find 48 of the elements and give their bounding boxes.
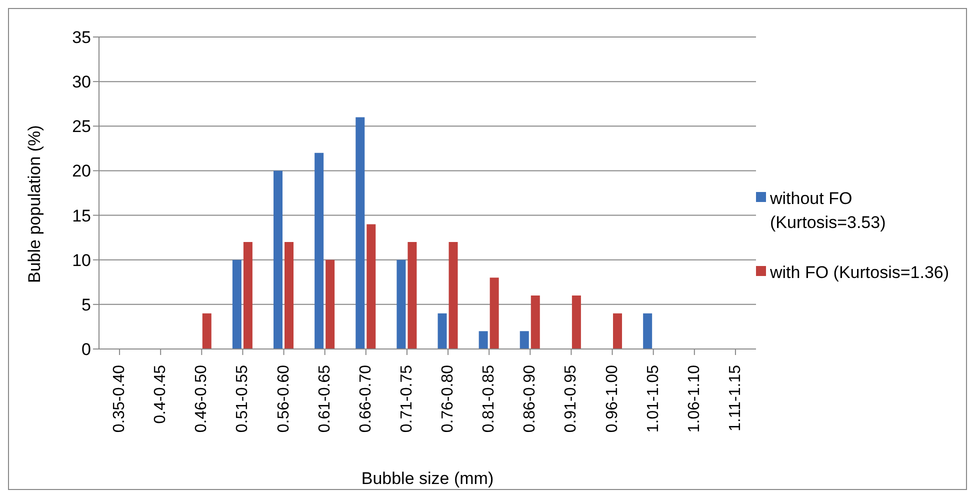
x-tick-label: 0.71-0.75	[398, 364, 416, 433]
x-tick-label: 0.61-0.65	[316, 364, 334, 433]
x-tick-label: 1.01-1.05	[644, 364, 662, 433]
bar	[243, 242, 252, 349]
bar	[530, 296, 540, 349]
bar	[326, 260, 335, 349]
bar	[490, 278, 499, 349]
x-axis-title: Bubble size (mm)	[361, 469, 494, 488]
bar	[572, 296, 581, 349]
x-tick-label: 1.11-1.15	[726, 364, 744, 432]
x-tick-label: 0.86-0.90	[522, 364, 539, 433]
bar	[232, 260, 242, 349]
bar	[478, 331, 488, 349]
y-tick-label: 35	[72, 28, 91, 48]
bar	[520, 331, 529, 349]
bar	[613, 313, 622, 349]
bar	[366, 224, 376, 349]
x-tick-label: 1.06-1.10	[686, 364, 703, 433]
x-tick-label: 0.51-0.55	[234, 364, 252, 433]
bar	[643, 313, 652, 349]
legend-label: with FO (Kurtosis=1.36)	[770, 262, 950, 284]
x-tick-label: 0.4-0.45	[152, 364, 170, 424]
x-tick-label: 0.96-1.00	[604, 364, 621, 433]
bar	[284, 242, 294, 349]
bar	[448, 242, 458, 349]
x-tick-label: 0.76-0.80	[440, 364, 457, 433]
y-tick-label: 20	[72, 162, 91, 181]
bar	[274, 170, 283, 349]
x-tick-label: 0.81-0.85	[480, 364, 498, 433]
bar	[202, 313, 212, 349]
x-tick-label: 0.35-0.40	[111, 364, 128, 433]
bar	[408, 242, 417, 349]
y-tick-label: 10	[72, 250, 91, 270]
y-tick-label: 25	[72, 117, 91, 136]
bar	[438, 313, 447, 349]
y-tick-label: 0	[82, 340, 91, 360]
bar	[396, 260, 406, 349]
y-tick-label: 5	[82, 295, 91, 314]
y-tick-label: 30	[72, 72, 91, 92]
x-tick-label: 0.66-0.70	[357, 364, 374, 433]
x-tick-label: 0.46-0.50	[193, 364, 210, 433]
y-axis-title: Buble population (%)	[25, 125, 44, 283]
y-tick-label: 15	[72, 206, 91, 226]
x-tick-label: 0.91-0.95	[562, 364, 580, 433]
legend-label: without FO (Kurtosis=3.53)	[770, 188, 887, 234]
bar	[314, 152, 324, 349]
bar	[356, 117, 365, 349]
x-tick-label: 0.56-0.60	[275, 364, 292, 433]
